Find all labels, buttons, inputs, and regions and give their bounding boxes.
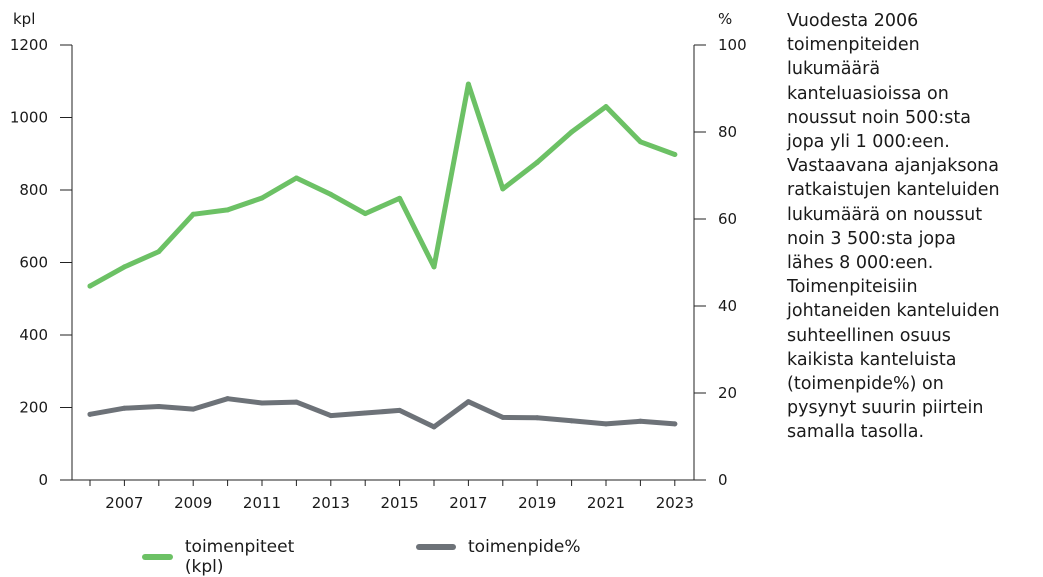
data-point-toimenpiteet xyxy=(465,81,471,87)
data-point-toimenpide-percent xyxy=(603,421,609,427)
chart-description: Vuodesta 2006 toimenpiteiden lukumäärä k… xyxy=(787,11,1000,443)
right-y-tick-label: 60 xyxy=(718,210,737,228)
data-point-toimenpide-percent xyxy=(500,414,506,420)
data-point-toimenpiteet xyxy=(156,249,162,255)
right-y-tick-label: 40 xyxy=(718,297,737,315)
data-point-toimenpiteet xyxy=(190,211,196,217)
x-tick-label: 2009 xyxy=(174,494,212,512)
data-point-toimenpiteet xyxy=(87,283,93,289)
right-axis-unit: % xyxy=(718,10,732,28)
legend-swatch-green xyxy=(142,554,173,560)
data-point-toimenpiteet xyxy=(534,159,540,165)
data-point-toimenpide-percent xyxy=(362,410,368,416)
data-point-toimenpiteet xyxy=(397,195,403,201)
data-point-toimenpiteet xyxy=(121,264,127,270)
data-point-toimenpide-percent xyxy=(465,399,471,405)
data-point-toimenpide-percent xyxy=(156,403,162,409)
data-point-toimenpide-percent xyxy=(225,396,231,402)
data-point-toimenpiteet xyxy=(362,211,368,217)
line-chart: kpl % 0 200 400 600 800 1000 1200 0 20 40 60 80 100 200… xyxy=(10,10,747,512)
left-y-tick-label: 1000 xyxy=(10,109,48,127)
data-point-toimenpide-percent xyxy=(121,405,127,411)
x-tick-label: 2013 xyxy=(312,494,350,512)
data-point-toimenpiteet xyxy=(500,186,506,192)
x-tick-label: 2021 xyxy=(587,494,625,512)
series-line-toimenpiteet xyxy=(87,81,678,289)
data-point-toimenpide-percent xyxy=(87,411,93,417)
right-y-tick-label: 20 xyxy=(718,384,737,402)
data-point-toimenpiteet xyxy=(293,175,299,181)
legend-item-toimenpide-percent: toimenpide% xyxy=(416,537,581,557)
left-axis-unit: kpl xyxy=(13,10,35,28)
data-point-toimenpiteet xyxy=(431,264,437,270)
data-point-toimenpide-percent xyxy=(190,406,196,412)
x-tick-label: 2019 xyxy=(518,494,556,512)
right-y-tick-label: 0 xyxy=(718,471,728,489)
data-point-toimenpide-percent xyxy=(397,407,403,413)
left-y-tick-label: 800 xyxy=(19,181,48,199)
right-y-tick-label: 100 xyxy=(718,36,747,54)
data-point-toimenpide-percent xyxy=(431,424,437,430)
x-tick-label: 2007 xyxy=(105,494,143,512)
legend-label-toimenpiteet: toimenpiteet (kpl) xyxy=(184,537,295,577)
data-point-toimenpiteet xyxy=(637,139,643,145)
data-point-toimenpide-percent xyxy=(569,418,575,424)
left-y-tick-label: 400 xyxy=(19,326,48,344)
data-point-toimenpide-percent xyxy=(534,415,540,421)
data-point-toimenpiteet xyxy=(328,191,334,197)
data-point-toimenpide-percent xyxy=(672,421,678,427)
legend-swatch-gray xyxy=(416,544,456,550)
x-tick-label: 2011 xyxy=(243,494,281,512)
data-point-toimenpiteet xyxy=(225,207,231,213)
data-point-toimenpiteet xyxy=(569,129,575,135)
data-point-toimenpide-percent xyxy=(328,413,334,419)
left-y-tick-label: 1200 xyxy=(10,36,48,54)
data-point-toimenpide-percent xyxy=(293,399,299,405)
data-point-toimenpiteet xyxy=(259,195,265,201)
right-y-tick-label: 80 xyxy=(718,123,737,141)
left-y-tick-label: 200 xyxy=(19,399,48,417)
data-point-toimenpiteet xyxy=(672,151,678,157)
x-tick-label: 2017 xyxy=(449,494,487,512)
data-point-toimenpide-percent xyxy=(259,400,265,406)
left-y-tick-label: 600 xyxy=(19,254,48,272)
legend-label-toimenpide-percent: toimenpide% xyxy=(468,537,581,557)
x-tick-label: 2023 xyxy=(656,494,694,512)
x-tick-label: 2015 xyxy=(381,494,419,512)
left-y-tick-label: 0 xyxy=(38,471,48,489)
series-line-toimenpide-percent xyxy=(87,396,678,430)
data-point-toimenpide-percent xyxy=(637,418,643,424)
legend-item-toimenpiteet: toimenpiteet (kpl) xyxy=(142,537,303,577)
data-point-toimenpiteet xyxy=(603,104,609,110)
